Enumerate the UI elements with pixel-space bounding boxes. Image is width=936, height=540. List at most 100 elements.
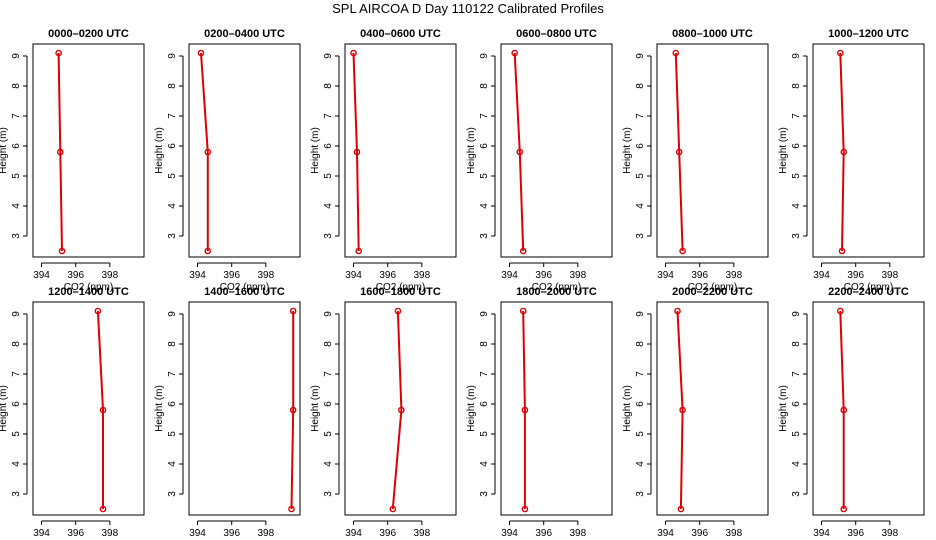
data-point (289, 307, 297, 315)
x-tick-label: 398 (882, 528, 899, 539)
y-tick-label: 8 (323, 341, 334, 347)
data-point (99, 406, 107, 414)
x-axis-label: CO2 (ppm) (688, 282, 737, 293)
y-tick-label: 8 (479, 341, 490, 347)
y-tick-label: 8 (635, 83, 646, 89)
plot-frame (344, 43, 457, 258)
y-tick-label: 6 (11, 143, 22, 149)
plot-frame (188, 43, 301, 258)
y-tick-label: 4 (323, 203, 334, 209)
data-point (355, 247, 362, 255)
panel-title: 0800–1000 UTC (672, 28, 753, 40)
y-tick-label: 9 (635, 311, 646, 317)
y-tick-label: 5 (635, 173, 646, 179)
x-tick-label: 398 (258, 270, 275, 281)
y-tick-label: 8 (479, 83, 490, 89)
y-tick-label: 7 (11, 371, 22, 377)
y-tick-label: 6 (167, 401, 178, 407)
data-point (679, 406, 686, 414)
y-tick-label: 7 (323, 113, 334, 119)
profile-line (352, 52, 360, 252)
y-tick-label: 5 (11, 173, 22, 179)
y-tick-label: 5 (635, 431, 646, 437)
figure-title: SPL AIRCOA D Day 110122 Calibrated Profi… (332, 1, 604, 16)
panel-title: 1600–1800 UTC (360, 286, 441, 298)
x-tick-label: 396 (379, 528, 396, 539)
x-tick-label: 398 (102, 528, 119, 539)
y-tick-label: 8 (323, 83, 334, 89)
y-tick-label: 3 (635, 491, 646, 497)
y-axis-label: Height (m) (154, 385, 165, 432)
x-tick-label: 398 (570, 270, 587, 281)
x-tick-label: 398 (882, 270, 899, 281)
x-axis-label: CO2 (ppm) (532, 282, 581, 293)
x-tick-label: 396 (535, 270, 552, 281)
x-tick-label: 398 (258, 528, 275, 539)
y-tick-label: 4 (167, 461, 178, 467)
profile-line (676, 310, 684, 510)
profile-line (513, 52, 525, 252)
data-point (55, 49, 62, 57)
plot-frame (500, 301, 613, 516)
profile-line (57, 52, 63, 252)
y-tick-label: 6 (167, 143, 178, 149)
y-tick-label: 4 (791, 461, 802, 467)
y-tick-label: 3 (791, 491, 802, 497)
y-tick-label: 9 (479, 53, 490, 59)
y-tick-label: 5 (11, 431, 22, 437)
x-axis-label: CO2 (ppm) (376, 282, 425, 293)
y-tick-label: 6 (479, 401, 490, 407)
y-axis-label: Height (m) (310, 127, 321, 174)
x-tick-label: 398 (414, 270, 431, 281)
x-tick-label: 394 (33, 528, 50, 539)
y-tick-label: 6 (635, 143, 646, 149)
y-tick-label: 4 (167, 203, 178, 209)
y-axis-label: Height (m) (466, 127, 477, 174)
x-tick-label: 396 (379, 270, 396, 281)
y-axis-label: Height (m) (0, 127, 9, 174)
y-tick-label: 6 (11, 401, 22, 407)
y-tick-label: 7 (479, 371, 490, 377)
y-axis-label: Height (m) (466, 385, 477, 432)
data-point (516, 148, 524, 156)
x-tick-label: 394 (345, 528, 362, 539)
y-axis-label: Height (m) (778, 385, 789, 432)
profile-line (200, 52, 209, 251)
data-point (57, 148, 64, 156)
data-point (389, 505, 397, 513)
y-tick-label: 7 (167, 113, 178, 119)
y-tick-label: 9 (791, 53, 802, 59)
y-tick-label: 8 (635, 341, 646, 347)
y-tick-label: 6 (323, 401, 334, 407)
y-tick-label: 3 (11, 491, 22, 497)
y-tick-label: 9 (167, 53, 178, 59)
x-tick-label: 394 (813, 270, 830, 281)
x-tick-label: 394 (189, 270, 206, 281)
y-tick-label: 5 (167, 173, 178, 179)
y-tick-label: 4 (11, 461, 22, 467)
y-tick-label: 7 (791, 371, 802, 377)
y-tick-label: 7 (635, 113, 646, 119)
x-axis-label: CO2 (ppm) (844, 282, 893, 293)
y-tick-label: 3 (323, 491, 334, 497)
data-point (674, 307, 681, 315)
x-tick-label: 394 (657, 270, 674, 281)
profile-line (391, 310, 403, 510)
x-tick-label: 396 (691, 270, 708, 281)
x-tick-label: 394 (501, 528, 518, 539)
y-tick-label: 7 (11, 113, 22, 119)
y-tick-label: 7 (479, 113, 490, 119)
data-point (289, 406, 297, 414)
y-axis-label: Height (m) (622, 127, 633, 174)
panel-title: 1200–1400 UTC (48, 286, 129, 298)
x-tick-label: 394 (345, 270, 362, 281)
y-tick-label: 3 (479, 491, 490, 497)
data-point (837, 49, 844, 57)
y-tick-label: 6 (323, 143, 334, 149)
